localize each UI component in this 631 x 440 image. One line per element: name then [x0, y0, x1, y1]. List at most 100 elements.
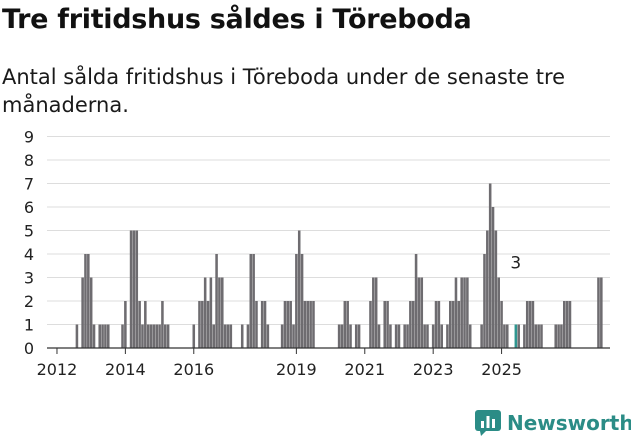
- bar: [104, 324, 107, 348]
- bar: [306, 301, 310, 348]
- bar: [303, 301, 307, 348]
- bar: [98, 324, 101, 348]
- bar: [249, 254, 253, 348]
- bar: [423, 324, 426, 348]
- bar: [463, 277, 466, 348]
- bar: [121, 324, 124, 348]
- bar: [252, 254, 255, 348]
- bar: [300, 254, 304, 348]
- bar: [135, 230, 139, 348]
- bar: [203, 277, 207, 348]
- bar: [426, 324, 429, 348]
- bar: [563, 301, 566, 348]
- bar: [506, 324, 509, 348]
- bar: [377, 324, 381, 348]
- bar: [132, 230, 136, 348]
- bar: [255, 301, 258, 348]
- bar: [260, 301, 264, 348]
- chart-title: Tre fritidshus såldes i Töreboda: [2, 4, 472, 35]
- bar: [349, 324, 352, 348]
- bar: [374, 277, 378, 348]
- bar: [383, 301, 386, 348]
- bar: [92, 324, 96, 348]
- bar: [389, 324, 392, 348]
- bar: [297, 230, 301, 348]
- bar: [394, 324, 398, 348]
- bar: [554, 324, 557, 348]
- bar: [312, 301, 315, 348]
- y-tick-label: 6: [24, 198, 34, 217]
- bar: [343, 301, 347, 348]
- y-tick-label: 8: [24, 151, 34, 170]
- bar: [466, 277, 469, 348]
- chart-subtitle: Antal sålda fritidshus i Töreboda under …: [2, 65, 566, 117]
- bar: [557, 324, 560, 348]
- bar: [266, 324, 270, 348]
- bar: [497, 277, 500, 348]
- bar: [534, 324, 538, 348]
- bar: [337, 324, 341, 348]
- y-tick-label: 0: [24, 339, 34, 358]
- bar: [206, 301, 210, 348]
- bar: [409, 301, 412, 348]
- bar: [246, 324, 250, 348]
- bar: [155, 324, 158, 348]
- x-tick-label: 2021: [344, 360, 385, 379]
- bar: [280, 324, 284, 348]
- bar: [218, 277, 221, 348]
- bar: [531, 301, 535, 348]
- bar: [431, 324, 435, 348]
- bar: [560, 324, 563, 348]
- bar: [309, 301, 312, 348]
- bar: [491, 207, 495, 348]
- bar: [420, 277, 424, 348]
- bar: [295, 254, 298, 348]
- y-tick-label: 2: [24, 292, 34, 311]
- bar: [192, 324, 196, 348]
- bar: [494, 230, 498, 348]
- bar: [406, 324, 409, 348]
- brand-name: Newsworthy: [507, 411, 631, 435]
- bar: [449, 301, 452, 348]
- bar: [600, 277, 603, 348]
- x-tick-label: 2025: [481, 360, 522, 379]
- bar: [75, 324, 79, 348]
- bar: [223, 324, 227, 348]
- bar: [457, 301, 461, 348]
- bar: [146, 324, 150, 348]
- bar: [525, 301, 529, 348]
- bar: [357, 324, 361, 348]
- x-tick-label: 2012: [37, 360, 78, 379]
- bar: [226, 324, 230, 348]
- bar: [528, 301, 532, 348]
- x-tick-label: 2016: [173, 360, 214, 379]
- bar: [141, 324, 144, 348]
- bar: [201, 301, 204, 348]
- bar: [517, 324, 520, 348]
- y-tick-label: 7: [24, 175, 34, 194]
- y-tick-label: 3: [24, 269, 34, 288]
- bar: [87, 254, 90, 348]
- y-tick-label: 9: [24, 128, 34, 147]
- bar: [164, 324, 167, 348]
- bar: [411, 301, 415, 348]
- bar: [434, 301, 438, 348]
- x-tick-label: 2023: [413, 360, 454, 379]
- bar: [101, 324, 104, 348]
- bar: [215, 254, 218, 348]
- bar: [500, 301, 503, 348]
- bar: [84, 254, 87, 348]
- bar: [483, 254, 486, 348]
- bar: [437, 301, 441, 348]
- x-tick-label: 2019: [276, 360, 317, 379]
- bar: [138, 301, 141, 348]
- y-tick-label: 4: [24, 245, 34, 264]
- newsworthy-brand: Newsworthy: [475, 406, 631, 440]
- bar: [597, 277, 600, 348]
- bar: [454, 277, 458, 348]
- bar: [221, 277, 224, 348]
- bar: [144, 301, 147, 348]
- data-labels: 3: [510, 254, 521, 274]
- bar: [372, 277, 375, 348]
